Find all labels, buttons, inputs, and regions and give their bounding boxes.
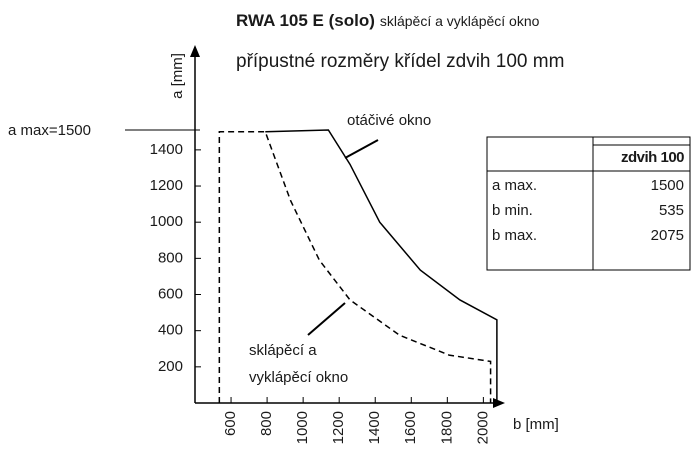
series-line <box>218 131 492 403</box>
arrow <box>493 398 505 408</box>
table-border <box>486 136 691 271</box>
subtitle: přípustné rozměry křídel zdvih 100 mm <box>236 51 564 72</box>
x-tick-label: 600 <box>222 411 239 436</box>
x-axis-label: b [mm] <box>513 416 559 433</box>
table-cell: b max. <box>492 227 537 244</box>
x-tick-label: 800 <box>258 411 275 436</box>
table-header: zdvih 100 <box>621 149 684 166</box>
x-tick-label: 1000 <box>294 411 311 444</box>
x-tick-label: 1600 <box>402 411 419 444</box>
pointer <box>307 302 346 336</box>
chart-title: RWA 105 E (solo) sklápěcí a vyklápěcí okn… <box>236 11 540 30</box>
annotation: a max=1500 <box>8 122 91 139</box>
y-tick-label: 400 <box>158 322 183 339</box>
title-suffix: sklápěcí a vyklápěcí okno <box>380 13 540 29</box>
title-main: RWA 105 E (solo) <box>236 11 375 30</box>
table-cell: b min. <box>492 202 533 219</box>
y-tick-label: 200 <box>158 358 183 375</box>
table-cell: 2075 <box>651 227 684 244</box>
table-cell: 1500 <box>651 177 684 194</box>
table: zdvih 100 <box>486 136 691 271</box>
y-tick-label: 800 <box>158 249 183 266</box>
x-tick-label: 1800 <box>438 411 455 444</box>
annotation: otáčivé okno <box>347 112 431 129</box>
y-tick-label: 1200 <box>150 177 183 194</box>
series-line <box>265 129 498 403</box>
y-tick-label: 1000 <box>150 213 183 230</box>
table-cell: 535 <box>659 202 684 219</box>
arrow <box>190 45 200 57</box>
pointer <box>344 139 379 159</box>
table-cell: a max. <box>492 177 537 194</box>
x-tick-label: 2000 <box>474 411 491 444</box>
y-tick-label: 600 <box>158 285 183 302</box>
annotation: vyklápěcí okno <box>249 369 348 386</box>
y-axis-label: a [mm] <box>169 53 186 99</box>
y-tick-label: 1400 <box>150 141 183 158</box>
x-tick-label: 1400 <box>366 411 383 444</box>
annotation: sklápěcí a <box>249 342 317 359</box>
x-tick-label: 1200 <box>330 411 347 444</box>
